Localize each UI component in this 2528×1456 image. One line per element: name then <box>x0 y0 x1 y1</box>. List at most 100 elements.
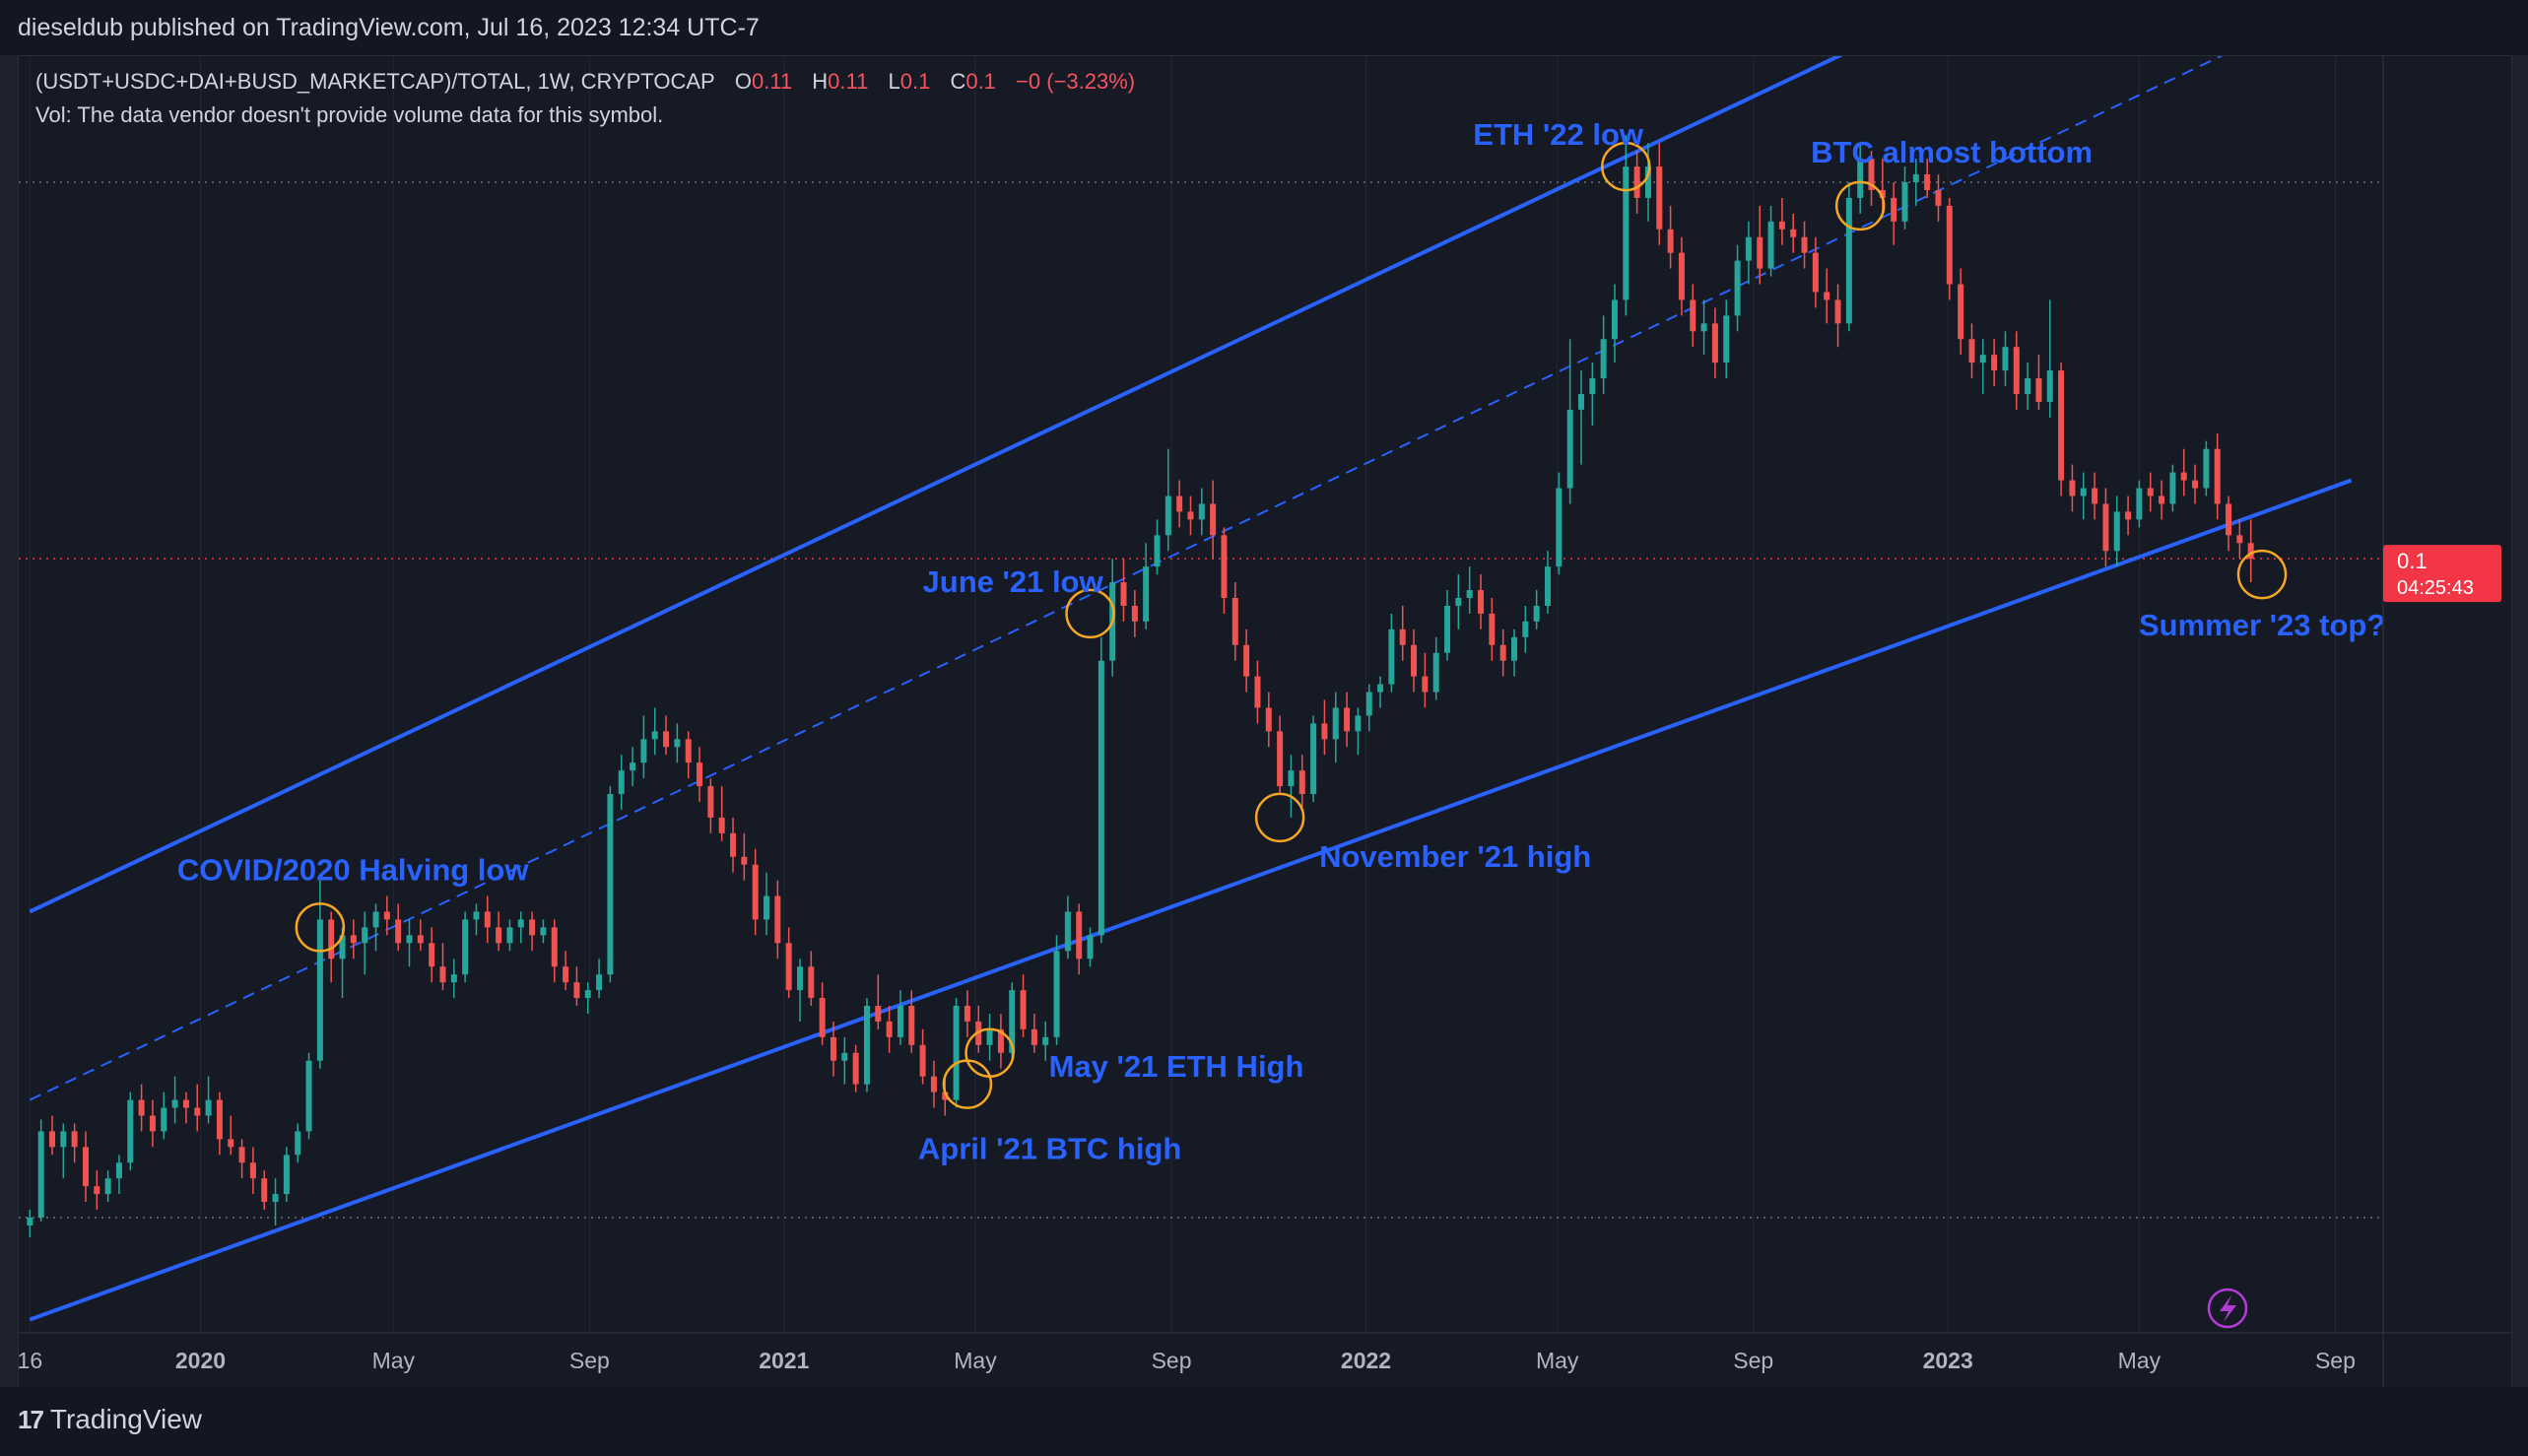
candle-body[interactable] <box>473 911 480 920</box>
candle-body[interactable] <box>138 1099 145 1116</box>
candle-body[interactable] <box>852 1052 859 1085</box>
annotation-circle-2[interactable] <box>1601 141 1651 192</box>
symbol-label[interactable]: (USDT+USDC+DAI+BUSD_MARKETCAP)/TOTAL, 1W… <box>35 69 715 94</box>
candle-body[interactable] <box>506 927 513 944</box>
candle-body[interactable] <box>752 864 759 920</box>
candle-body[interactable] <box>104 1178 111 1195</box>
candle-body[interactable] <box>339 935 346 960</box>
candle-body[interactable] <box>1321 723 1328 740</box>
candle-body[interactable] <box>1979 355 1986 364</box>
candle-body[interactable] <box>2226 503 2232 536</box>
candle-body[interactable] <box>573 982 580 999</box>
candle-body[interactable] <box>2247 543 2254 560</box>
candle-body[interactable] <box>640 739 647 763</box>
candle-body[interactable] <box>1767 221 1774 269</box>
candle-body[interactable] <box>551 927 558 967</box>
candle-body[interactable] <box>1656 166 1663 230</box>
candle-body[interactable] <box>529 919 536 936</box>
candle-body[interactable] <box>1879 189 1886 198</box>
candle-body[interactable] <box>1611 299 1618 340</box>
candle-body[interactable] <box>785 943 792 991</box>
candle-body[interactable] <box>115 1162 122 1179</box>
candle-body[interactable] <box>563 966 569 983</box>
candle-body[interactable] <box>919 1044 926 1077</box>
candle-body[interactable] <box>1020 990 1027 1029</box>
candle-body[interactable] <box>216 1099 223 1140</box>
candle-body[interactable] <box>1958 284 1964 340</box>
candle-body[interactable] <box>997 1028 1004 1053</box>
candle-body[interactable] <box>1968 339 1975 364</box>
candle-body[interactable] <box>1778 221 1785 230</box>
candle-body[interactable] <box>2203 448 2210 489</box>
candle-body[interactable] <box>1700 323 1707 332</box>
candle-body[interactable] <box>439 966 446 983</box>
annotation-label-6[interactable]: November '21 high <box>1319 839 1591 874</box>
candle-body[interactable] <box>2002 347 2009 371</box>
candle-body[interactable] <box>1042 1036 1049 1045</box>
channel-middle-line[interactable] <box>29 56 2351 1101</box>
candle-body[interactable] <box>964 1006 970 1022</box>
candle-body[interactable] <box>48 1131 55 1148</box>
candle-body[interactable] <box>986 1028 993 1045</box>
candle-body[interactable] <box>1365 692 1372 716</box>
candle-body[interactable] <box>1857 159 1864 198</box>
candle-body[interactable] <box>841 1052 848 1061</box>
candle-body[interactable] <box>27 1218 33 1225</box>
candle-body[interactable] <box>774 895 781 944</box>
candle-body[interactable] <box>1589 378 1596 394</box>
candle-body[interactable] <box>2169 472 2176 504</box>
candle-body[interactable] <box>1924 174 1931 190</box>
candle-body[interactable] <box>228 1139 234 1148</box>
candle-body[interactable] <box>540 927 547 936</box>
candle-body[interactable] <box>2180 472 2187 481</box>
candle-body[interactable] <box>1231 597 1238 645</box>
annotation-label-3[interactable]: BTC almost bottom <box>1811 135 2093 169</box>
candle-body[interactable] <box>2046 370 2053 402</box>
candle-body[interactable] <box>1164 496 1171 536</box>
candle-body[interactable] <box>930 1076 937 1092</box>
candle-body[interactable] <box>1031 1028 1037 1045</box>
candle-body[interactable] <box>2069 480 2076 496</box>
candle-body[interactable] <box>2035 378 2042 402</box>
candle-body[interactable] <box>1812 252 1819 293</box>
candle-body[interactable] <box>1131 605 1138 622</box>
candle-body[interactable] <box>1478 590 1485 614</box>
candle-body[interactable] <box>1277 731 1284 787</box>
candle-body[interactable] <box>730 832 737 857</box>
candle-body[interactable] <box>305 1060 312 1132</box>
candle-body[interactable] <box>1053 951 1060 1037</box>
candle-body[interactable] <box>1388 629 1395 685</box>
candle-body[interactable] <box>372 911 379 928</box>
candle-body[interactable] <box>249 1162 256 1179</box>
candle-body[interactable] <box>1522 621 1529 637</box>
candle-body[interactable] <box>395 919 402 944</box>
tradingview-logo[interactable]: 17 TradingView <box>18 1404 202 1435</box>
candle-body[interactable] <box>328 919 335 960</box>
lightning-icon[interactable] <box>2207 1288 2248 1329</box>
candle-body[interactable] <box>171 1099 178 1108</box>
candle-body[interactable] <box>1489 613 1496 645</box>
candle-body[interactable] <box>1298 770 1305 795</box>
annotation-circle-1[interactable] <box>1065 588 1115 639</box>
candle-body[interactable] <box>462 919 469 975</box>
candle-body[interactable] <box>674 739 681 748</box>
candle-body[interactable] <box>2092 488 2098 504</box>
candle-body[interactable] <box>1332 707 1339 740</box>
candle-body[interactable] <box>663 731 670 748</box>
candle-body[interactable] <box>875 1006 882 1022</box>
candle-body[interactable] <box>1154 535 1161 567</box>
candle-body[interactable] <box>2013 347 2020 394</box>
candle-body[interactable] <box>1422 676 1429 693</box>
candle-body[interactable] <box>886 1021 893 1037</box>
candle-body[interactable] <box>1935 189 1942 206</box>
candle-body[interactable] <box>1801 236 1808 253</box>
candle-body[interactable] <box>1176 496 1183 512</box>
candle-body[interactable] <box>651 731 658 740</box>
candle-body[interactable] <box>2025 378 2031 394</box>
candle-body[interactable] <box>1511 636 1518 661</box>
candle-body[interactable] <box>607 794 614 975</box>
candlestick-chart[interactable]: COVID/2020 Halving low June '21 low ETH '2… <box>19 56 2511 1388</box>
candle-body[interactable] <box>707 786 714 818</box>
annotation-circle-6[interactable] <box>1254 792 1305 843</box>
candle-body[interactable] <box>1120 582 1127 606</box>
